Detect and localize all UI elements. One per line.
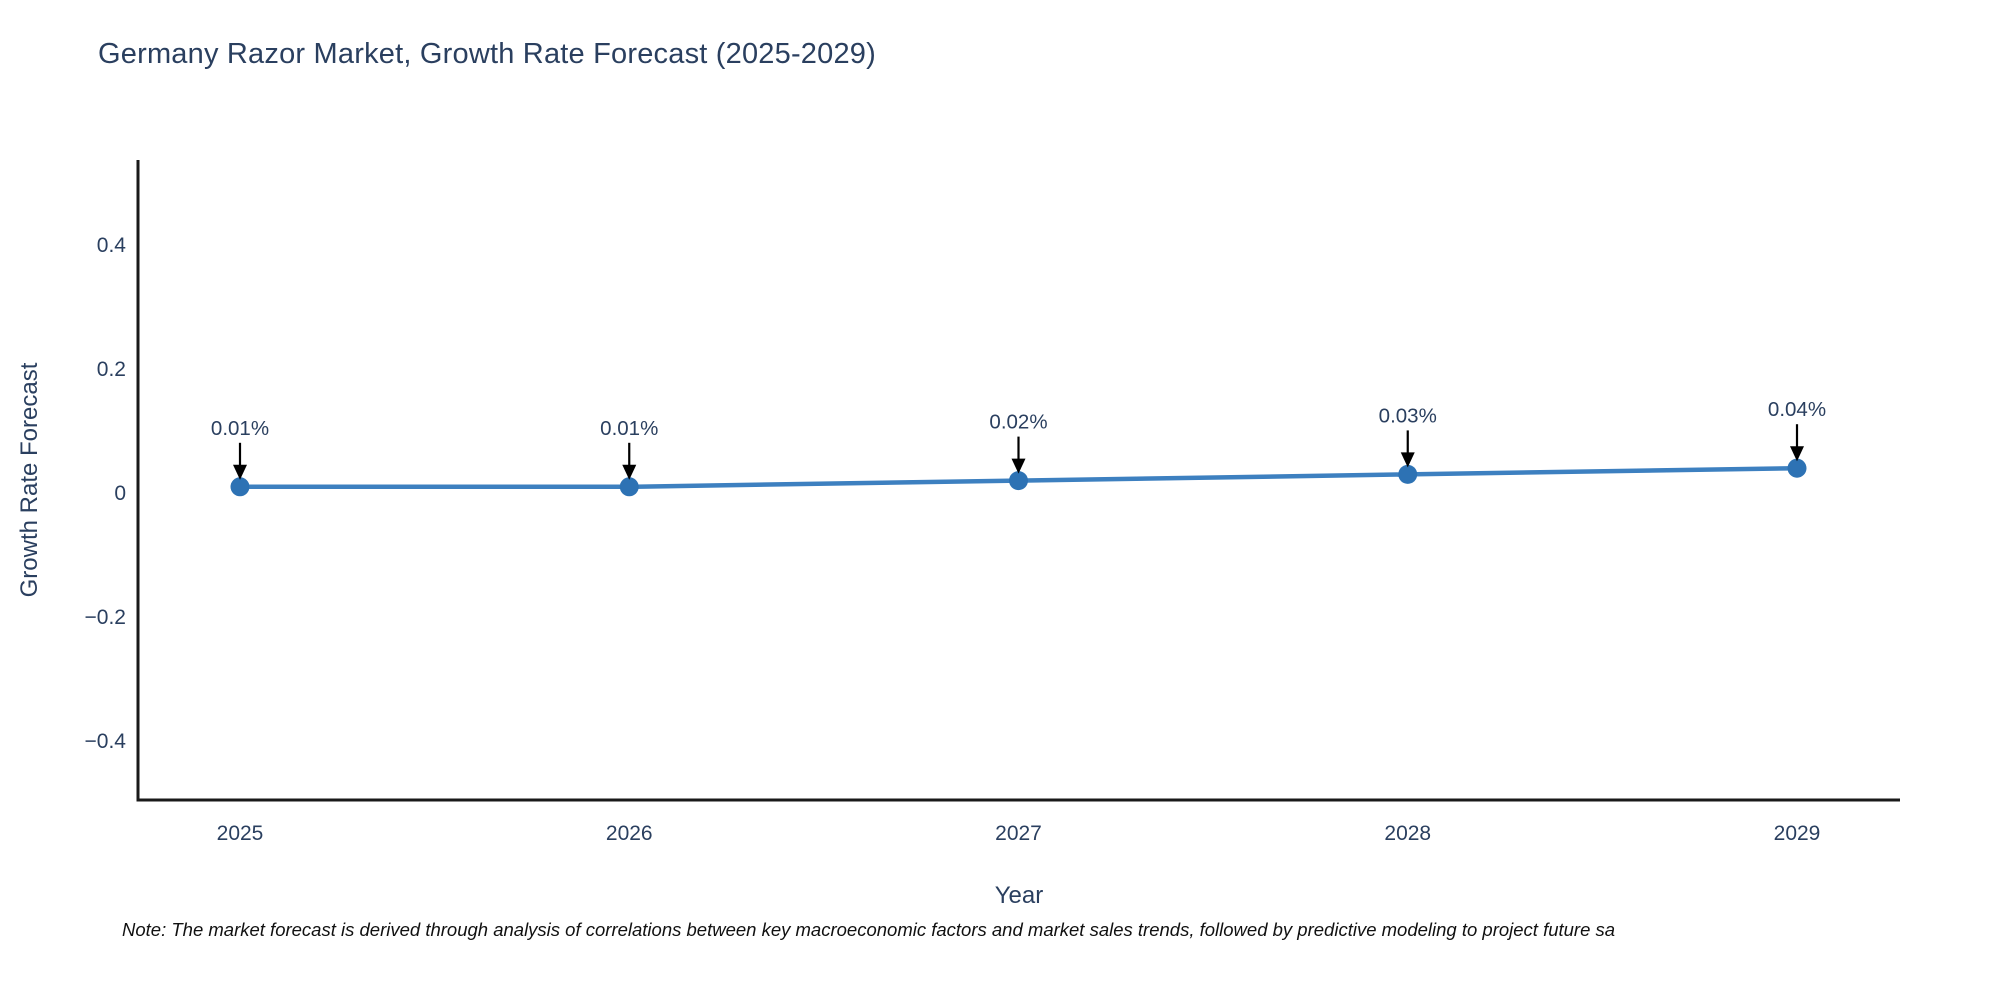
point-value-label: 0.01% xyxy=(211,417,269,440)
annotation-arrowhead-icon xyxy=(233,464,247,480)
x-tick-label: 2027 xyxy=(995,822,1042,845)
x-tick-label: 2025 xyxy=(217,822,264,845)
point-value-label: 0.04% xyxy=(1768,398,1826,421)
data-point xyxy=(1787,458,1807,478)
footnote-text: Note: The market forecast is derived thr… xyxy=(122,919,1616,940)
annotation-arrowhead-icon xyxy=(1790,446,1804,462)
x-tick-label: 2026 xyxy=(606,822,653,845)
y-tick-label: 0.2 xyxy=(97,358,126,381)
x-tick-label: 2028 xyxy=(1384,822,1431,845)
data-point xyxy=(1398,464,1418,484)
data-point xyxy=(1009,471,1028,491)
point-value-label: 0.02% xyxy=(989,411,1047,434)
y-tick-label: 0 xyxy=(114,482,126,505)
x-axis-title: Year xyxy=(994,882,1044,909)
chart-title: Germany Razor Market, Growth Rate Foreca… xyxy=(98,38,876,70)
annotation-arrowhead-icon xyxy=(622,464,637,480)
data-point xyxy=(230,477,250,497)
point-value-label: 0.01% xyxy=(600,417,658,440)
x-tick-label: 2029 xyxy=(1774,822,1821,845)
y-tick-label: 0.4 xyxy=(97,234,127,257)
annotation-arrowhead-icon xyxy=(1400,452,1415,468)
y-tick-label: −0.4 xyxy=(85,730,127,753)
data-point xyxy=(619,477,639,497)
y-tick-label: −0.2 xyxy=(85,606,126,629)
annotation-arrowhead-icon xyxy=(1011,458,1026,474)
point-value-label: 0.03% xyxy=(1379,404,1437,427)
